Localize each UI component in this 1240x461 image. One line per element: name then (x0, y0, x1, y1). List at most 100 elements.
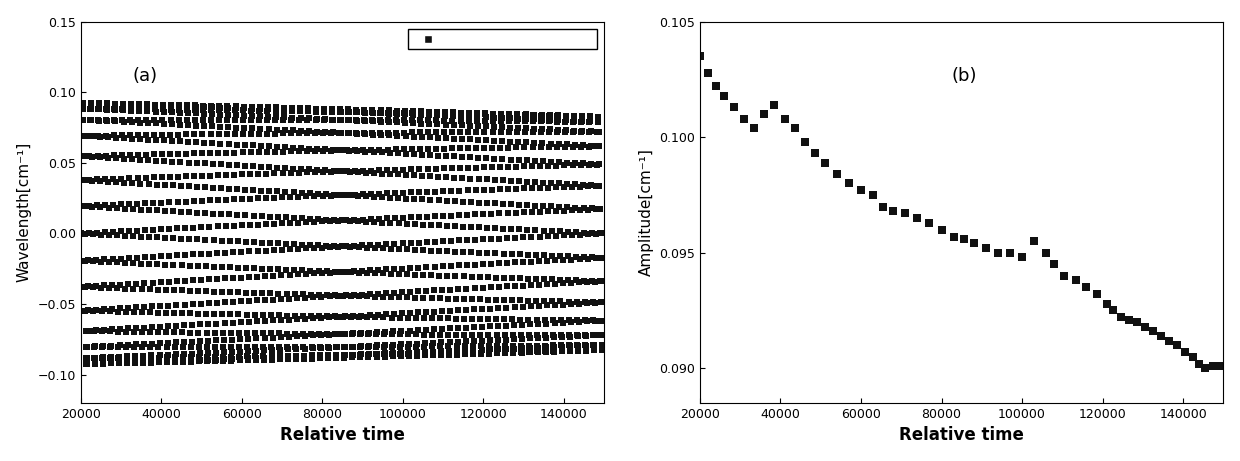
Point (223, 274, 243, 282)
Point (454, 248, 474, 255)
Point (381, 270, 401, 278)
Point (331, 147, 351, 154)
Point (466, 164, 486, 171)
Point (280, 169, 300, 177)
Point (568, 342, 588, 349)
Point (396, 171, 415, 178)
Point (195, 160, 215, 167)
Point (247, 347, 267, 355)
Point (315, 167, 335, 174)
Point (301, 291, 321, 298)
Point (410, 108, 430, 115)
Point (510, 251, 529, 258)
Point (232, 248, 252, 255)
Point (79, 153, 99, 160)
Point (181, 329, 201, 336)
Point (386, 166, 405, 173)
Point (215, 275, 234, 282)
Point (89, 117, 109, 124)
Point (427, 129, 446, 136)
Point (516, 115, 536, 123)
Point (71, 230, 91, 237)
Point (129, 116, 149, 123)
Point (356, 193, 376, 200)
Point (373, 270, 393, 277)
Point (289, 193, 309, 201)
Point (82, 117, 102, 124)
Point (423, 348, 443, 355)
Point (585, 317, 605, 325)
Point (438, 295, 458, 302)
Point (445, 198, 465, 205)
Point (422, 295, 441, 302)
Point (434, 165, 454, 172)
Point (343, 330, 363, 337)
Point (164, 309, 184, 317)
Point (1151, 332, 1171, 340)
Point (376, 311, 396, 318)
Point (229, 343, 249, 351)
Point (241, 195, 260, 202)
Point (528, 334, 548, 342)
Point (384, 289, 404, 296)
Point (582, 229, 601, 236)
Point (564, 117, 584, 124)
Point (93, 343, 113, 350)
Point (336, 313, 356, 320)
Point (255, 317, 275, 325)
Point (420, 221, 440, 229)
Point (157, 358, 177, 365)
Point (547, 118, 567, 125)
Point (133, 359, 153, 366)
Point (472, 284, 492, 291)
Point (164, 287, 184, 294)
Point (944, 233, 963, 240)
Point (288, 315, 308, 323)
Point (250, 142, 270, 149)
Point (278, 352, 298, 360)
Point (118, 353, 138, 360)
Point (513, 282, 533, 289)
Point (162, 137, 182, 145)
Point (224, 149, 244, 156)
Point (335, 354, 355, 361)
Point (213, 357, 233, 365)
Point (162, 207, 182, 215)
Point (197, 353, 217, 361)
Point (289, 169, 309, 177)
Point (537, 281, 557, 288)
Point (97, 116, 117, 124)
Point (587, 143, 606, 150)
Point (425, 213, 445, 220)
Point (78, 257, 98, 264)
Point (557, 180, 577, 188)
Point (288, 271, 308, 278)
Point (443, 110, 463, 118)
Point (322, 105, 342, 112)
Point (193, 103, 213, 111)
Point (347, 130, 367, 137)
Point (105, 118, 125, 125)
Point (529, 281, 549, 288)
Point (341, 243, 361, 250)
Point (274, 104, 294, 112)
Point (233, 116, 253, 124)
Point (306, 115, 326, 123)
Point (436, 152, 456, 160)
Point (236, 186, 255, 193)
Point (221, 343, 241, 351)
Point (181, 354, 201, 361)
Point (105, 134, 125, 142)
Point (270, 354, 290, 361)
Point (486, 331, 506, 338)
Point (450, 165, 470, 172)
Point (419, 110, 439, 117)
Point (360, 342, 379, 349)
Point (91, 204, 110, 211)
Point (206, 337, 226, 344)
Point (308, 190, 327, 197)
Point (288, 295, 308, 302)
Point (433, 237, 453, 245)
Point (389, 270, 409, 278)
Point (507, 118, 527, 125)
